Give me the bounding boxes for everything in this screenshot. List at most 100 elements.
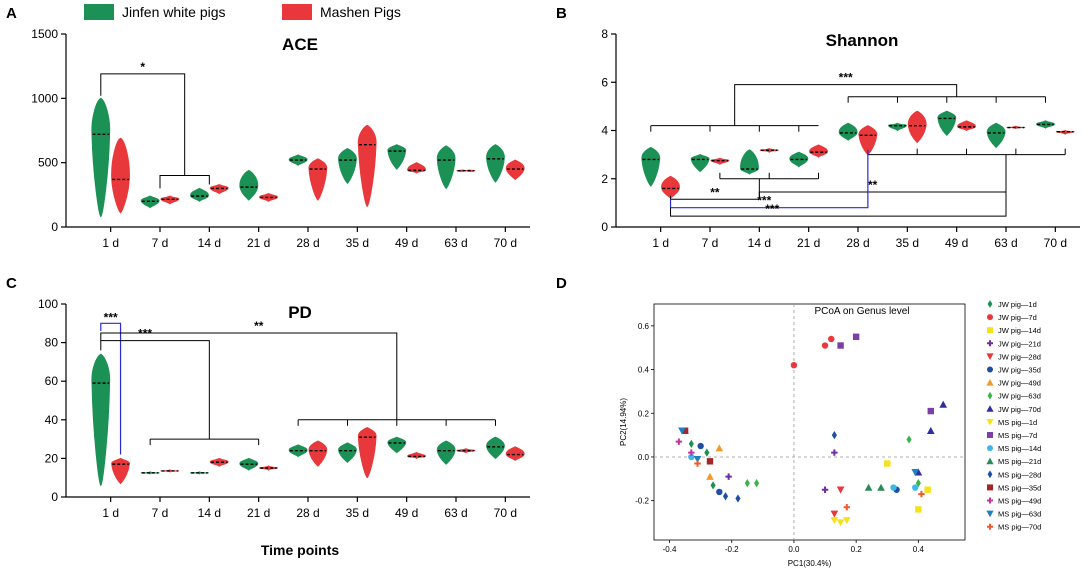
x-tick-label: 70 d bbox=[1044, 236, 1067, 250]
x-tick-label: 14 d bbox=[748, 236, 771, 250]
significance-label: *** bbox=[757, 194, 771, 208]
legend-label: MS pig—28d bbox=[998, 470, 1041, 479]
violin-ms-21d bbox=[259, 192, 278, 202]
x-tick-label: 7 d bbox=[152, 506, 169, 520]
legend-label: JW pig—28d bbox=[998, 352, 1041, 361]
legend-marker bbox=[986, 353, 994, 360]
x-tick-label: 28 d bbox=[846, 236, 869, 250]
y-tick-label: 100 bbox=[38, 297, 58, 311]
legend-ms-label: Mashen Pigs bbox=[320, 4, 401, 20]
data-point bbox=[688, 449, 695, 456]
data-point bbox=[697, 442, 704, 450]
violin-jw-1d bbox=[641, 146, 661, 187]
x-tick-label: 49 d bbox=[395, 236, 418, 250]
y-tick-label: 8 bbox=[601, 27, 608, 41]
panel-letter-d: D bbox=[556, 275, 567, 292]
x-tick-label: 14 d bbox=[198, 506, 221, 520]
data-point bbox=[906, 435, 912, 444]
y-tick-label: 0.2 bbox=[638, 409, 650, 418]
data-point bbox=[831, 449, 838, 456]
x-tick-label: 35 d bbox=[346, 506, 369, 520]
legend-label: MS pig—14d bbox=[998, 444, 1041, 453]
x-tick-label: 49 d bbox=[945, 236, 968, 250]
bracket-blue-1d bbox=[100, 322, 122, 455]
data-point bbox=[681, 427, 689, 434]
x-tick-label: 63 d bbox=[444, 506, 467, 520]
panel-letter-b: B bbox=[556, 5, 567, 22]
data-point bbox=[735, 494, 741, 503]
panel-letter-a: A bbox=[6, 5, 17, 22]
y-tick-label: 80 bbox=[45, 336, 59, 350]
violin-jw-70d bbox=[486, 144, 505, 183]
violin-ms-1d bbox=[111, 137, 130, 214]
data-point bbox=[710, 481, 716, 490]
x-tick-label: 1 d bbox=[652, 236, 669, 250]
significance-label: *** bbox=[104, 310, 118, 324]
bracket-14d-63d bbox=[758, 154, 1007, 200]
violin-jw-49d bbox=[387, 436, 407, 454]
violin-jw-21d bbox=[789, 151, 809, 168]
x-tick-label: 21 d bbox=[797, 236, 820, 250]
legend-marker bbox=[987, 366, 993, 373]
violin-jw-1d bbox=[91, 353, 111, 487]
data-point bbox=[842, 517, 851, 525]
y-tick-label: 0 bbox=[51, 490, 58, 504]
legend-marker bbox=[986, 418, 994, 426]
x-tick-label: 35 d bbox=[346, 236, 369, 250]
bracket-top bbox=[734, 84, 958, 102]
data-point bbox=[843, 504, 851, 511]
data-point bbox=[754, 479, 760, 488]
x-tick-label: 63 d bbox=[994, 236, 1017, 250]
significance-label: *** bbox=[839, 71, 853, 85]
data-point bbox=[716, 488, 723, 496]
data-point bbox=[939, 400, 948, 408]
data-point bbox=[678, 427, 686, 435]
data-point bbox=[837, 342, 844, 349]
x-tick-label: 49 d bbox=[395, 506, 418, 520]
bracket-1d-28d bbox=[669, 149, 869, 209]
violin-jw-49d bbox=[937, 110, 957, 137]
legend-marker bbox=[987, 497, 993, 504]
legend-label: JW pig—35d bbox=[998, 366, 1041, 375]
legend-label: MS pig—70d bbox=[998, 523, 1041, 532]
data-point bbox=[915, 479, 921, 488]
violin-ms-35d bbox=[357, 124, 377, 208]
data-point bbox=[706, 458, 714, 465]
y-tick-label: 0.0 bbox=[638, 453, 650, 462]
data-point bbox=[704, 448, 710, 457]
data-point bbox=[821, 342, 829, 349]
data-point bbox=[693, 455, 702, 463]
panel-a-title: ACE bbox=[282, 35, 318, 54]
data-point bbox=[725, 473, 732, 480]
violin-jw-1d bbox=[91, 97, 111, 218]
legend-marker bbox=[987, 327, 993, 334]
legend-marker bbox=[987, 432, 993, 438]
violin-jw-35d bbox=[338, 442, 357, 463]
data-point bbox=[911, 469, 920, 477]
x-tick-label: 21 d bbox=[247, 236, 270, 250]
data-point bbox=[744, 479, 750, 488]
legend-marker bbox=[986, 510, 994, 518]
violin-jw-21d bbox=[239, 457, 259, 471]
legend-label: JW pig—7d bbox=[998, 313, 1037, 322]
legend-label: JW pig—70d bbox=[998, 405, 1041, 414]
significance-label: * bbox=[140, 60, 145, 74]
significance-label: *** bbox=[138, 327, 152, 341]
data-point bbox=[877, 483, 885, 491]
panel-b-title: Shannon bbox=[826, 31, 899, 50]
data-point bbox=[836, 519, 845, 527]
legend-marker bbox=[987, 523, 993, 530]
x-tick-label: 35 d bbox=[896, 236, 919, 250]
x-tick-label: 70 d bbox=[494, 506, 517, 520]
violin-ms-1d bbox=[111, 457, 130, 485]
data-point bbox=[924, 486, 931, 493]
legend-label: JW pig—63d bbox=[998, 392, 1041, 401]
main-legend: Jinfen white pigs Mashen Pigs bbox=[84, 4, 401, 20]
legend-label: MS pig—35d bbox=[998, 483, 1041, 492]
legend-ms-swatch bbox=[282, 4, 312, 20]
legend-marker bbox=[986, 457, 994, 465]
legend-label: MS pig—21d bbox=[998, 457, 1041, 466]
legend-marker bbox=[987, 484, 993, 491]
violin-ms-28d bbox=[308, 440, 328, 467]
violin-jw-28d bbox=[838, 122, 858, 141]
